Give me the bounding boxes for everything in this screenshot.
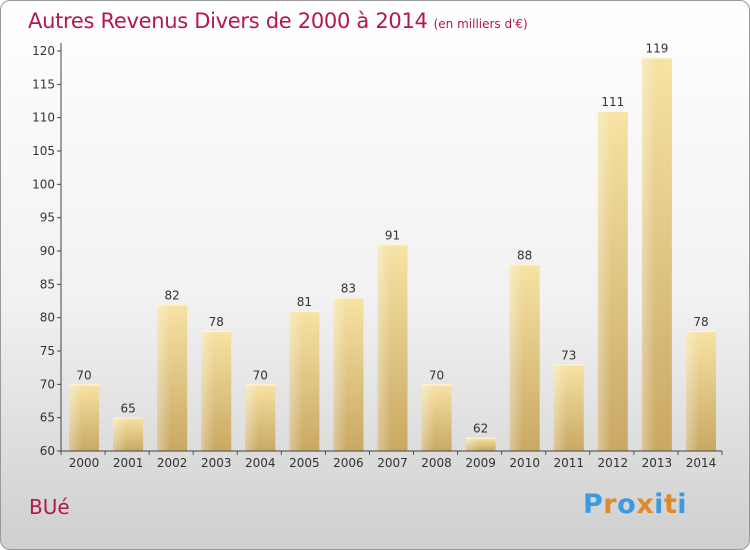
chart-title-block: Autres Revenus Divers de 2000 à 2014 (en … (28, 9, 528, 33)
bar-highlight (201, 331, 215, 451)
bar-highlight (289, 311, 303, 451)
value-label: 91 (385, 228, 400, 242)
y-tick-label: 115 (32, 77, 55, 91)
y-tick-label: 90 (40, 244, 55, 258)
bar-highlight (553, 364, 568, 451)
x-tick-label: 2004 (245, 456, 276, 470)
logo-letter: P (583, 489, 604, 520)
bar-highlight (69, 384, 83, 451)
bar-group (553, 364, 584, 451)
logo-letter: r (603, 489, 618, 520)
value-label: 111 (601, 95, 624, 109)
bar-highlight (421, 384, 436, 451)
value-label: 88 (517, 248, 532, 262)
logo-letter: x (636, 489, 655, 520)
value-label: 81 (297, 295, 312, 309)
x-tick-label: 2013 (642, 456, 673, 470)
bar-highlight (113, 417, 127, 451)
value-label: 119 (645, 42, 668, 56)
x-tick-label: 2000 (69, 456, 100, 470)
value-label: 78 (693, 315, 708, 329)
bar-group (201, 331, 232, 451)
value-label: 62 (473, 422, 488, 436)
value-label: 70 (429, 368, 444, 382)
location-name: BUé (29, 495, 70, 519)
x-tick-label: 2011 (553, 456, 584, 470)
bar-highlight (509, 264, 524, 451)
value-label: 83 (341, 282, 356, 296)
bar-highlight (377, 244, 391, 451)
logo-letter: i (654, 489, 664, 520)
chart-title: Autres Revenus Divers de 2000 à 2014 (28, 9, 428, 33)
value-label: 78 (209, 315, 224, 329)
bar-highlight (685, 331, 700, 451)
bar-group (465, 437, 496, 451)
x-tick-label: 2005 (289, 456, 320, 470)
bar-group (157, 304, 188, 451)
bar-highlight (465, 437, 480, 451)
x-tick-label: 2010 (509, 456, 540, 470)
x-tick-label: 2009 (465, 456, 496, 470)
value-label: 70 (76, 368, 91, 382)
y-tick-label: 70 (40, 377, 55, 391)
bar-group (509, 264, 540, 451)
y-tick-label: 105 (32, 144, 55, 158)
x-tick-label: 2002 (157, 456, 188, 470)
bar-highlight (333, 297, 347, 451)
bar-group (289, 311, 320, 451)
logo-letter: t (663, 489, 678, 520)
bar-group (685, 331, 716, 451)
bar-group (421, 384, 452, 451)
y-tick-label: 65 (40, 411, 55, 425)
y-tick-label: 95 (40, 211, 55, 225)
y-tick-label: 100 (32, 177, 55, 191)
x-tick-label: 2014 (686, 456, 717, 470)
logo-letter: i (677, 489, 688, 520)
bar-group (333, 297, 364, 451)
x-tick-label: 2008 (421, 456, 452, 470)
value-label: 65 (120, 402, 135, 416)
logo-letter: o (617, 489, 637, 520)
x-tick-label: 2012 (598, 456, 629, 470)
bar-highlight (245, 384, 259, 451)
y-tick-label: 75 (40, 344, 55, 358)
bar-highlight (641, 57, 656, 452)
x-tick-label: 2006 (333, 456, 364, 470)
x-tick-label: 2001 (113, 456, 144, 470)
value-label: 70 (253, 368, 268, 382)
bar-group (641, 57, 672, 452)
bar-highlight (597, 111, 612, 451)
proxiti-logo[interactable]: Proxiti (583, 489, 687, 520)
x-tick-label: 2007 (377, 456, 408, 470)
bar-group (113, 417, 144, 451)
y-tick-label: 60 (40, 444, 55, 458)
y-tick-label: 120 (32, 44, 55, 58)
y-tick-label: 85 (40, 277, 55, 291)
bar-group (245, 384, 276, 451)
bar-group (377, 244, 408, 451)
y-tick-label: 80 (40, 311, 55, 325)
value-label: 73 (561, 348, 576, 362)
value-label: 82 (165, 288, 180, 302)
x-tick-label: 2003 (201, 456, 232, 470)
bar-group (597, 111, 628, 451)
bar-highlight (157, 304, 171, 451)
chart-unit: (en milliers d'€) (433, 17, 528, 31)
y-tick-label: 110 (32, 111, 55, 125)
bar-group (69, 384, 100, 451)
